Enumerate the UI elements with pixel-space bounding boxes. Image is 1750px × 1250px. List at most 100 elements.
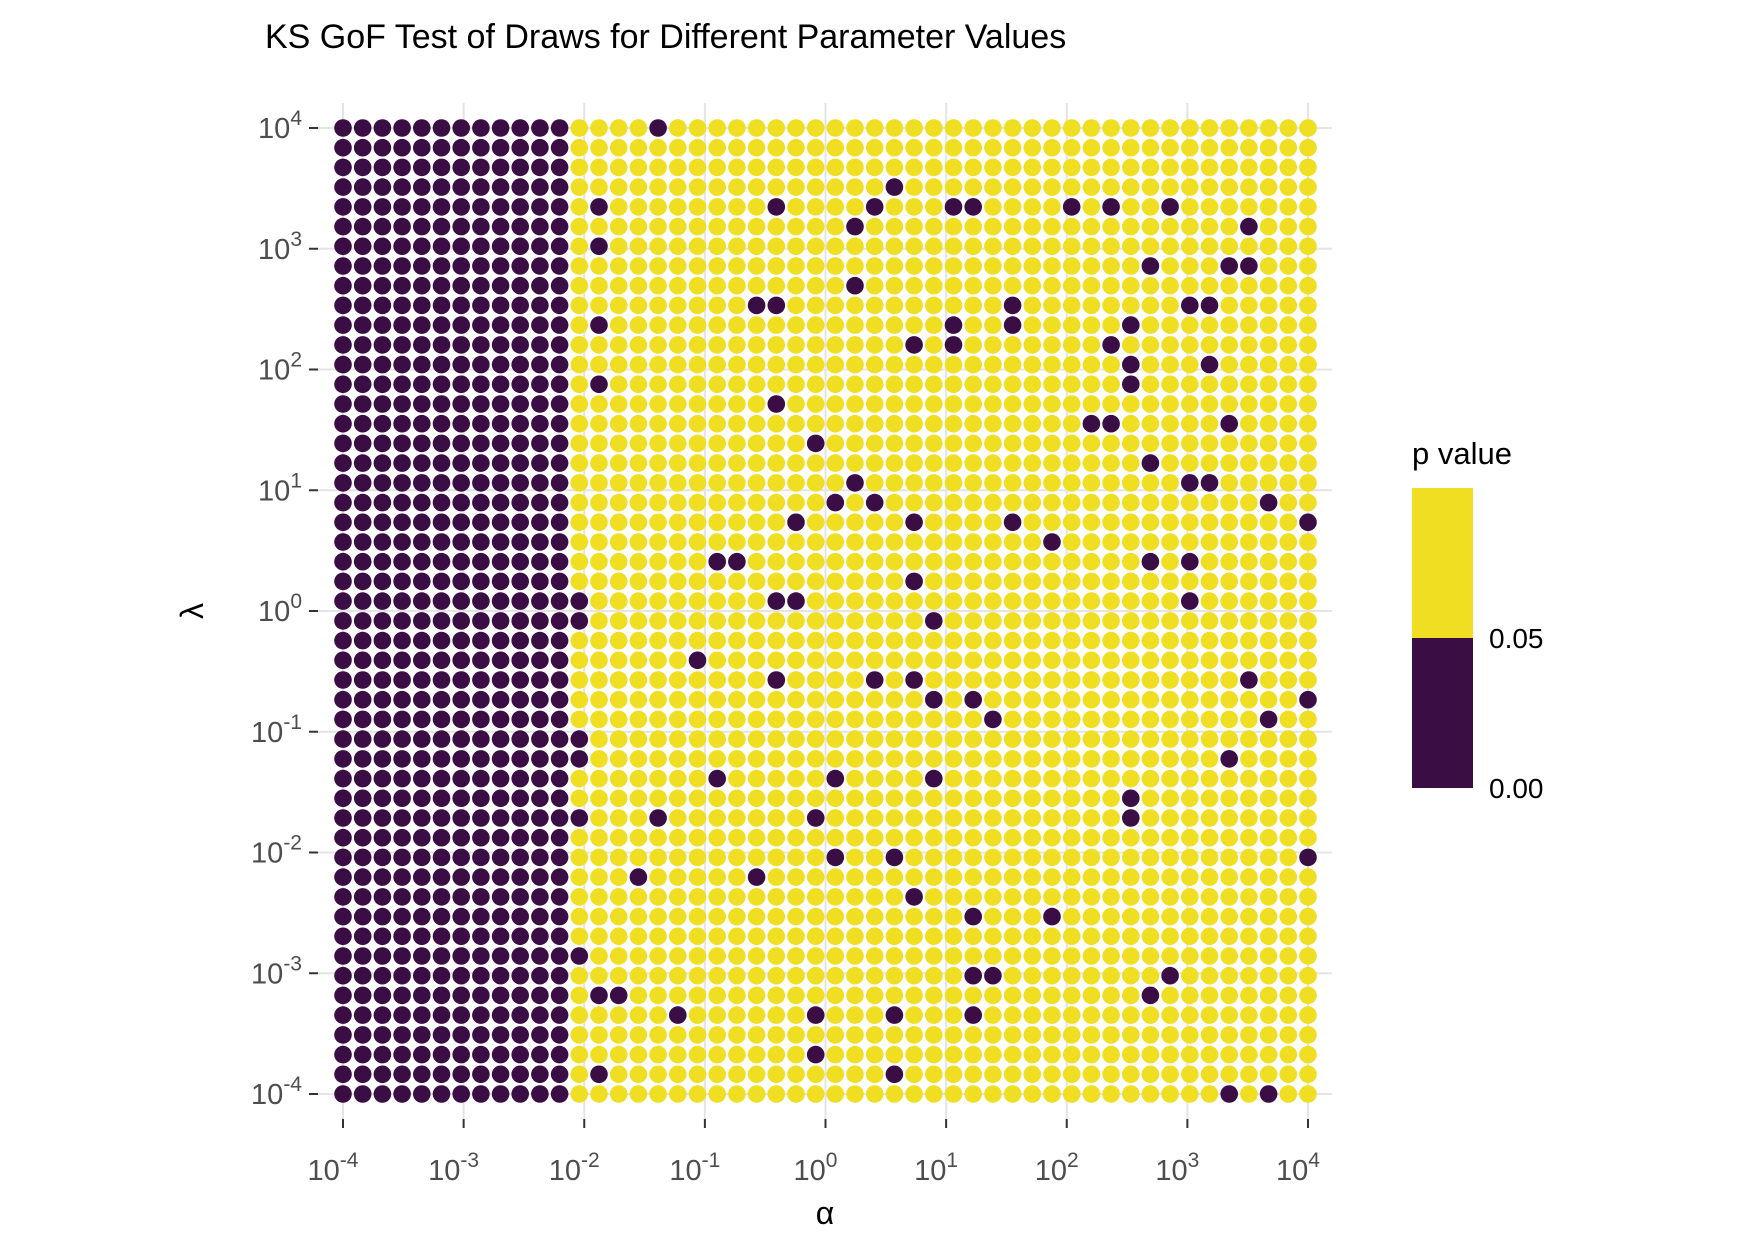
data-point [1279,474,1298,492]
data-point [688,809,707,827]
data-point [806,947,825,965]
data-point [846,138,864,157]
data-point [334,1065,352,1084]
data-point [353,907,372,926]
data-point [334,237,352,256]
data-point [1220,138,1238,157]
data-point [826,533,845,551]
data-point [511,572,529,591]
data-point [767,927,786,946]
data-point [1043,888,1061,906]
data-point [806,257,825,275]
data-point [688,474,707,492]
data-point [432,198,451,216]
data-point [1161,1006,1179,1024]
data-point [511,237,529,256]
data-point [1043,1085,1061,1103]
data-point [669,769,687,788]
data-point [964,907,982,926]
data-point [373,395,392,413]
data-point [590,119,608,137]
data-point [1220,809,1238,827]
data-point [1043,927,1061,946]
data-point [846,769,864,788]
data-point [1161,1085,1179,1103]
data-point [531,454,549,472]
data-point [1003,671,1022,689]
data-point [964,809,982,827]
data-point [767,947,786,965]
data-point [1200,888,1219,906]
data-point [531,138,549,157]
data-point [846,395,864,413]
data-point [432,513,451,532]
data-point [353,336,372,354]
data-point [1082,198,1101,216]
data-point [334,868,352,886]
data-point [609,888,628,906]
data-point [964,296,982,315]
data-point [1043,651,1061,670]
data-point [747,809,766,827]
data-point [1279,966,1298,985]
data-point [1299,257,1317,275]
data-point [649,1006,667,1024]
data-point [708,651,726,670]
data-point [491,138,510,157]
data-point [590,276,608,295]
data-point [432,966,451,985]
data-point [925,750,943,768]
data-point [1200,947,1219,965]
data-point [590,730,608,748]
data-point [669,414,687,433]
data-point [373,690,392,709]
data-point [1122,710,1140,729]
data-point [609,868,628,886]
data-point [1279,296,1298,315]
data-point [669,592,687,610]
data-point [885,671,904,689]
data-point [905,296,923,315]
data-point [708,178,726,196]
data-point [550,809,569,827]
data-point [609,336,628,354]
data-point [353,1006,372,1024]
data-point [1023,375,1042,394]
data-point [531,710,549,729]
data-point [787,257,805,275]
data-point [846,316,864,334]
data-point [491,809,510,827]
data-point [984,454,1002,472]
data-point [590,986,608,1005]
data-point [590,1006,608,1024]
data-point [984,651,1002,670]
data-point [550,375,569,394]
data-point [373,986,392,1005]
data-point [1161,434,1179,453]
data-point [393,690,411,709]
data-point [570,986,589,1005]
data-point [1181,690,1199,709]
data-point [511,1006,529,1024]
data-point [629,1085,648,1103]
legend-colorbar-below-segment [1412,638,1473,788]
data-point [413,1065,431,1084]
data-point [1279,336,1298,354]
data-point [609,198,628,216]
data-point [944,355,963,374]
data-point [1023,276,1042,295]
data-point [491,355,510,374]
data-point [1003,888,1022,906]
data-point [944,651,963,670]
data-point [1240,395,1258,413]
data-point [1279,257,1298,275]
data-point [1299,355,1317,374]
data-point [1082,395,1101,413]
data-point [708,513,726,532]
data-point [767,592,786,610]
data-point [925,828,943,847]
data-point [590,138,608,157]
data-point [1279,809,1298,827]
data-point [1299,395,1317,413]
data-point [550,1065,569,1084]
